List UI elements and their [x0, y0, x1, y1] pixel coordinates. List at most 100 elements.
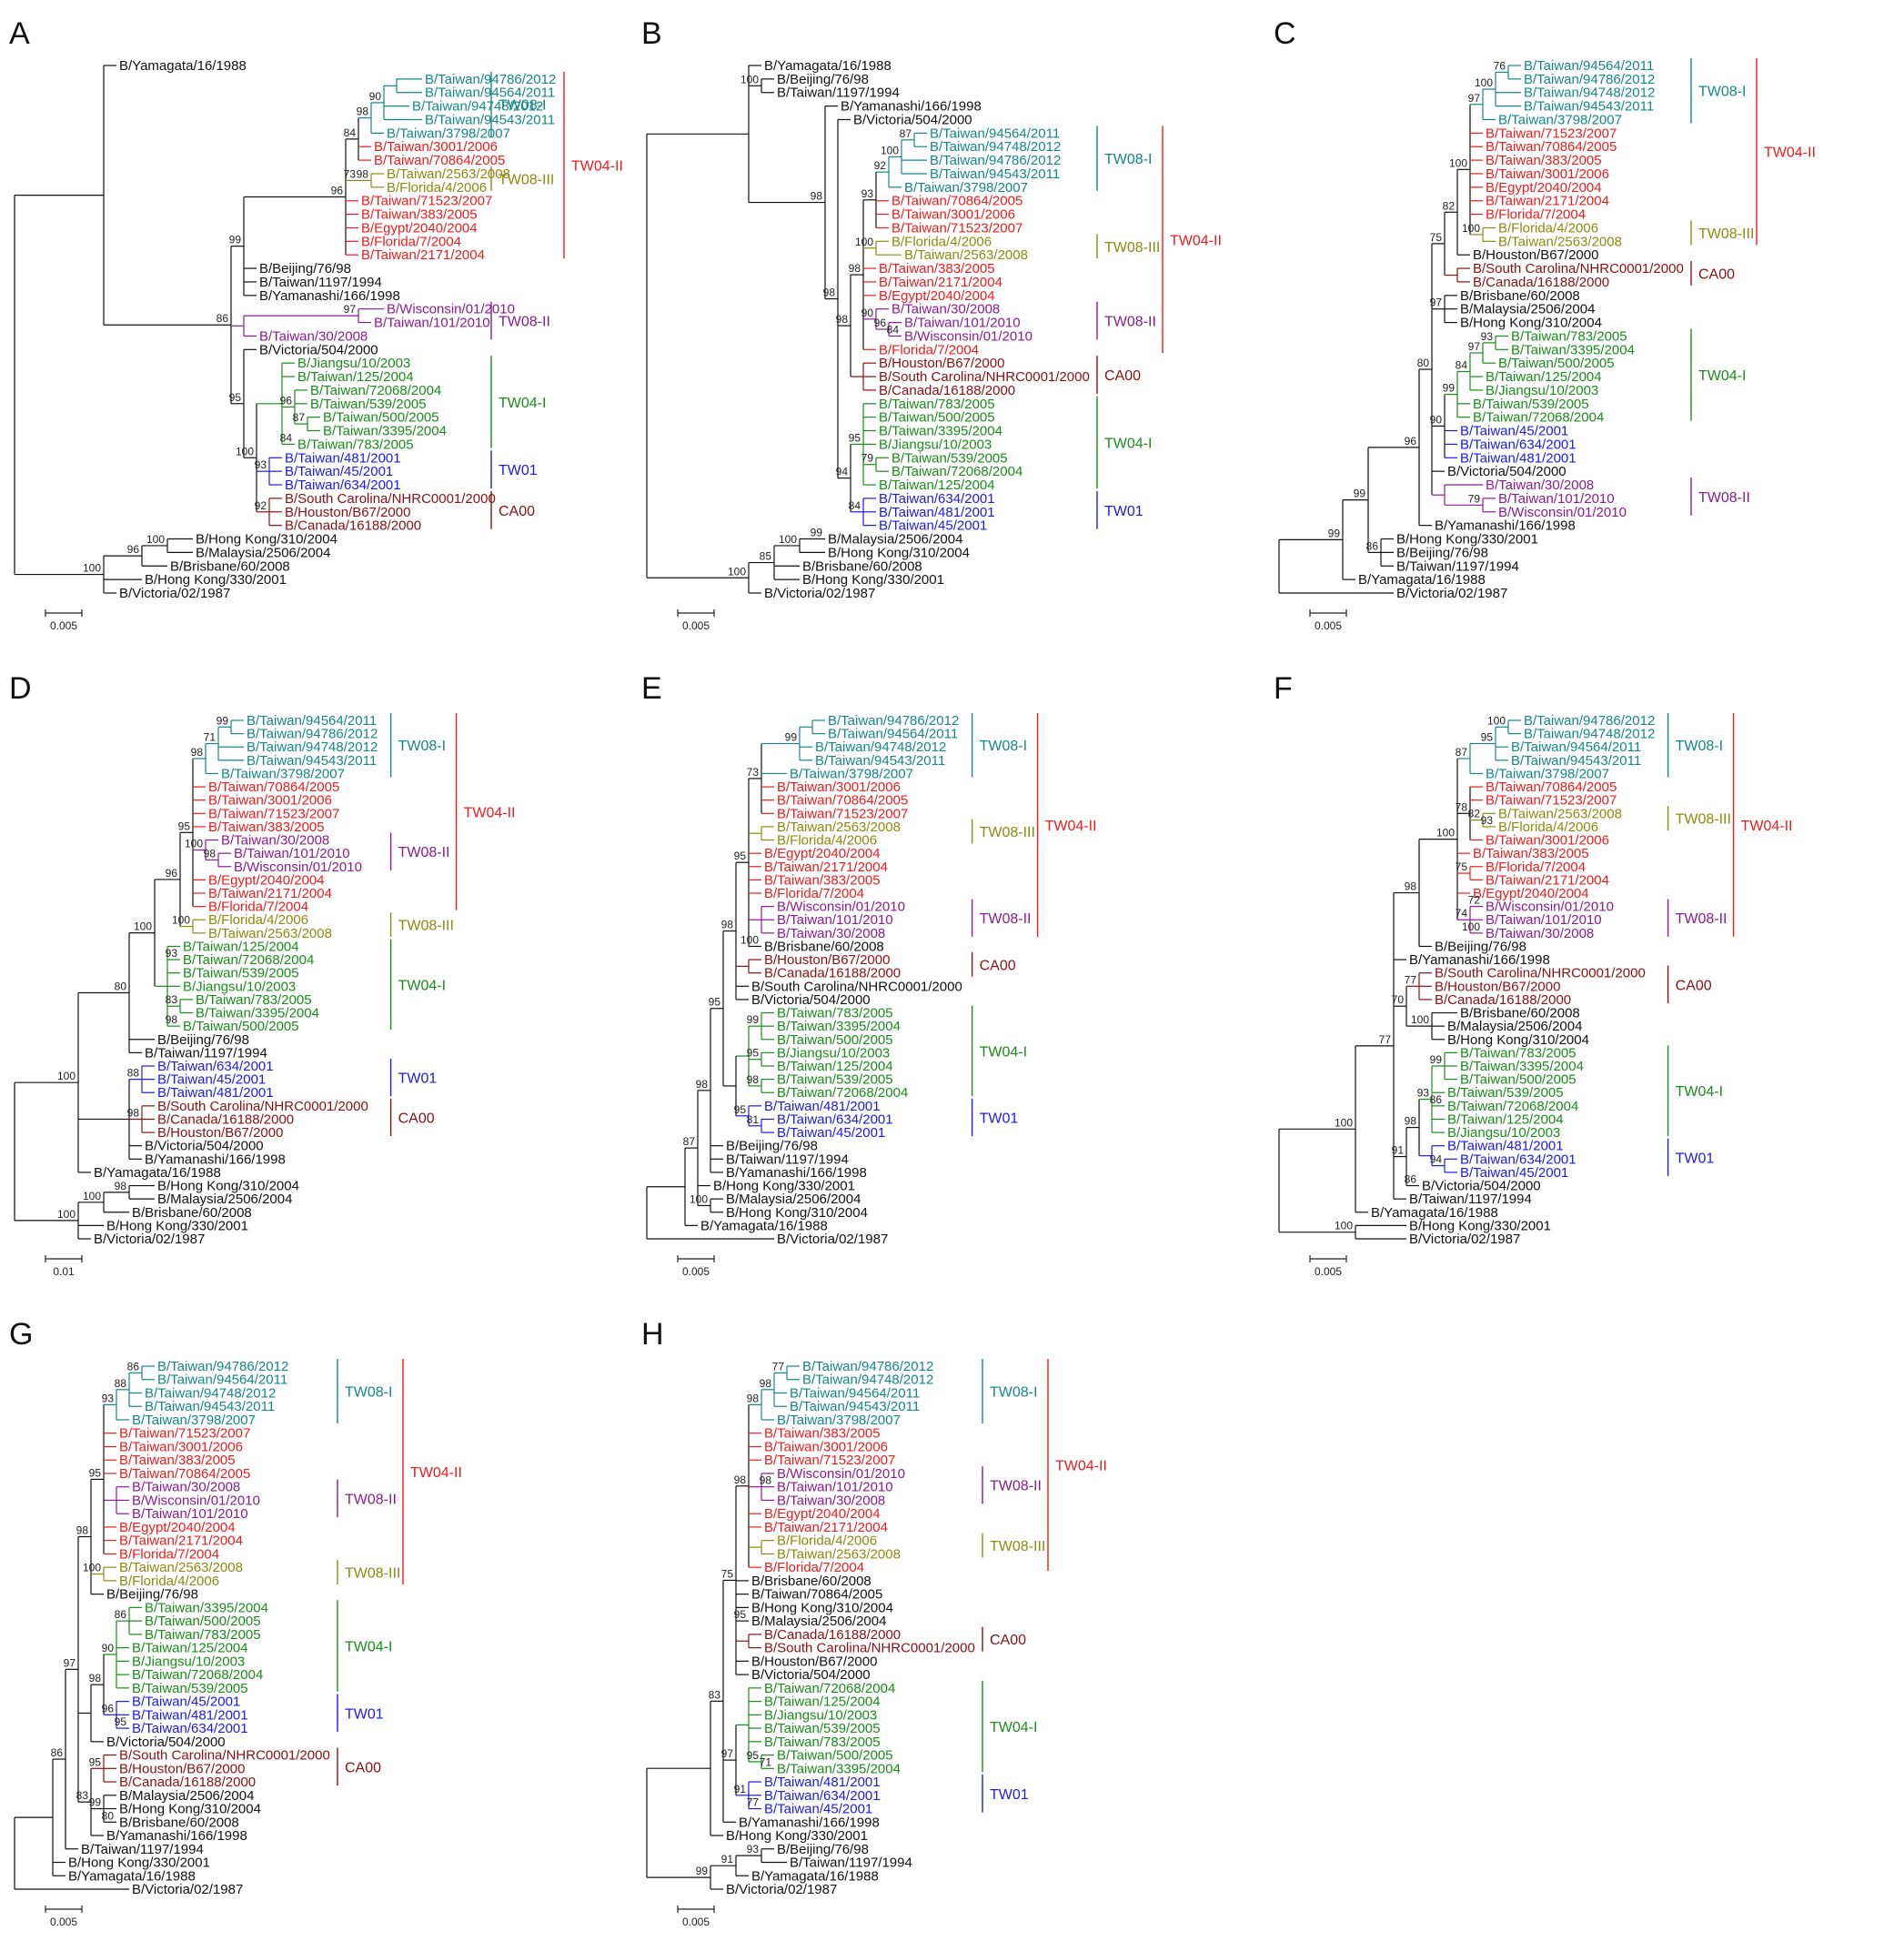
- taxon-label: B/Taiwan/383/2005: [764, 872, 881, 888]
- taxon-label: B/Taiwan/94748/2012: [1524, 85, 1655, 101]
- bootstrap-value: 86: [1366, 539, 1379, 552]
- bootstrap-value: 79: [1468, 492, 1481, 505]
- taxon-label: B/Taiwan/94543/2011: [425, 112, 555, 127]
- taxon-label: B/Canada/16188/2000: [764, 1627, 901, 1643]
- taxon-label: B/Taiwan/94564/2011: [425, 85, 555, 101]
- taxon-label: B/Taiwan/383/2005: [208, 820, 325, 835]
- taxon-label: B/Taiwan/72068/2004: [1473, 410, 1604, 426]
- taxon-label: B/Egypt/2040/2004: [208, 872, 325, 888]
- taxon-label: B/Taiwan/70864/2005: [374, 153, 505, 168]
- clade-label: TW04-II: [571, 159, 623, 175]
- taxon-label: B/South Carolina/NHRC0001/2000: [764, 1641, 975, 1656]
- clade-label: TW01: [980, 1111, 1019, 1126]
- taxon-label: B/Victoria/02/1987: [777, 1232, 888, 1247]
- bootstrap-value: 95: [734, 850, 747, 862]
- taxon-label: B/Taiwan/94786/2012: [425, 72, 556, 87]
- bootstrap-value: 84: [344, 126, 357, 139]
- bootstrap-value: 75: [1456, 860, 1468, 873]
- taxon-label: B/Jiangsu/10/2003: [777, 1045, 890, 1061]
- taxon-label: B/Taiwan/481/2001: [1447, 1139, 1564, 1154]
- taxon-label: B/Taiwan/125/2004: [132, 1641, 248, 1656]
- taxon-label: B/Taiwan/383/2005: [1486, 153, 1602, 168]
- bootstrap-value: 86: [115, 1608, 127, 1621]
- bootstrap-value: 98: [1405, 1115, 1417, 1128]
- bootstrap-value: 96: [102, 1702, 115, 1715]
- taxon-label: B/Taiwan/3798/2007: [221, 766, 345, 781]
- bootstrap-value: 100: [1436, 827, 1455, 840]
- taxon-label: B/Taiwan/125/2004: [297, 369, 414, 385]
- clade-label: CA00: [1104, 368, 1141, 384]
- taxon-label: B/Taiwan/2563/2008: [208, 926, 332, 941]
- taxon-label: B/Taiwan/2563/2008: [777, 1546, 901, 1562]
- taxon-label: B/Taiwan/94786/2012: [157, 1359, 288, 1374]
- clade-label: TW08-II: [398, 845, 450, 860]
- taxon-label: B/Taiwan/3395/2004: [879, 424, 1002, 439]
- taxon-label: B/Taiwan/2563/2008: [777, 820, 901, 835]
- taxon-label: B/Beijing/76/98: [157, 1032, 249, 1048]
- taxon-label: B/Taiwan/2563/2008: [387, 166, 510, 182]
- taxon-label: B/Taiwan/70864/2005: [119, 1466, 250, 1482]
- taxon-label: B/Malaysia/2506/2004: [1447, 1019, 1582, 1034]
- panel-label: B: [641, 16, 662, 51]
- taxon-label: B/Yamanashi/166/1998: [145, 1151, 286, 1167]
- taxon-label: B/Taiwan/94564/2011: [157, 1373, 287, 1388]
- taxon-label: B/Hong Kong/330/2001: [68, 1855, 210, 1871]
- taxon-label: B/South Carolina/NHRC0001/2000: [751, 979, 962, 994]
- taxon-label: B/Houston/B67/2000: [119, 1761, 245, 1776]
- taxon-label: B/Houston/B67/2000: [764, 952, 890, 968]
- bootstrap-value: 99: [229, 234, 242, 246]
- taxon-label: B/Taiwan/481/2001: [764, 1099, 881, 1114]
- taxon-label: B/Taiwan/30/2008: [132, 1480, 240, 1495]
- taxon-label: B/Taiwan/70864/2005: [751, 1587, 882, 1603]
- taxon-label: B/Taiwan/45/2001: [285, 464, 393, 479]
- taxon-label: B/Florida/4/2006: [777, 1534, 877, 1549]
- taxon-label: B/Taiwan/94543/2011: [1511, 753, 1641, 769]
- taxon-label: B/Houston/B67/2000: [1473, 247, 1598, 263]
- taxon-label: B/Hong Kong/310/2004: [1460, 316, 1602, 331]
- bootstrap-value: 98: [204, 847, 217, 860]
- taxon-label: B/Victoria/02/1987: [94, 1232, 205, 1247]
- taxon-label: B/Victoria/504/2000: [106, 1735, 226, 1750]
- taxon-label: B/Taiwan/94748/2012: [802, 1373, 933, 1388]
- bootstrap-value: 100: [83, 1562, 101, 1574]
- bootstrap-value: 98: [357, 167, 369, 180]
- bootstrap-value: 99: [1328, 527, 1341, 539]
- bootstrap-value: 93: [102, 1392, 115, 1404]
- taxon-label: B/Victoria/504/2000: [1447, 464, 1567, 479]
- taxon-label: B/Victoria/02/1987: [1396, 586, 1507, 601]
- taxon-label: B/Taiwan/72068/2004: [892, 464, 1023, 479]
- bootstrap-value: 87: [293, 411, 306, 424]
- bootstrap-value: 100: [57, 1070, 76, 1082]
- bootstrap-value: 100: [83, 1190, 101, 1202]
- taxon-label: B/Taiwan/634/2001: [1460, 437, 1577, 452]
- taxon-label: B/Taiwan/3395/2004: [1460, 1059, 1584, 1074]
- bootstrap-value: 100: [1487, 714, 1506, 727]
- bootstrap-value: 86: [127, 1360, 140, 1373]
- bootstrap-value: 95: [115, 1715, 127, 1728]
- taxon-label: B/Taiwan/94564/2011: [790, 1385, 920, 1401]
- clade-label: TW01: [1104, 504, 1143, 519]
- taxon-label: B/Taiwan/500/2005: [183, 1019, 299, 1034]
- taxon-label: B/Beijing/76/98: [777, 1842, 869, 1857]
- taxon-label: B/Taiwan/94786/2012: [828, 713, 959, 729]
- bootstrap-value: 100: [146, 533, 165, 546]
- bootstrap-value: 90: [1430, 413, 1443, 426]
- clade-label: TW08-I: [499, 98, 546, 114]
- bootstrap-value: 82: [1468, 808, 1481, 820]
- taxon-label: B/Taiwan/71523/2007: [361, 194, 492, 209]
- taxon-label: B/Houston/B67/2000: [285, 505, 410, 520]
- taxon-label: B/Hong Kong/330/2001: [145, 572, 287, 588]
- bootstrap-value: 84: [280, 431, 293, 444]
- panel-label: G: [9, 1317, 33, 1352]
- bootstrap-value: 95: [734, 1103, 747, 1116]
- taxon-label: B/Wisconsin/01/2010: [1498, 505, 1627, 520]
- bootstrap-value: 95: [229, 391, 242, 404]
- taxon-label: B/Taiwan/383/2005: [879, 261, 995, 277]
- taxon-label: B/Beijing/76/98: [106, 1587, 198, 1603]
- bootstrap-value: 77: [1379, 1033, 1392, 1046]
- taxon-label: B/Taiwan/125/2004: [183, 939, 299, 954]
- bootstrap-value: 93: [255, 458, 267, 471]
- clade-label: TW04-II: [1741, 819, 1793, 834]
